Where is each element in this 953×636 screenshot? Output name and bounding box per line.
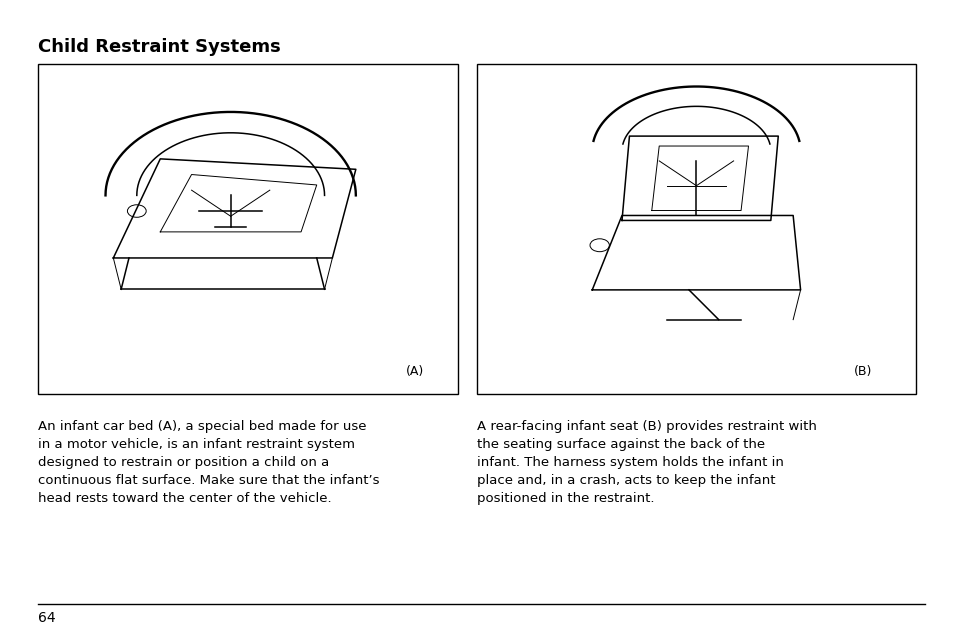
Text: Child Restraint Systems: Child Restraint Systems — [38, 38, 280, 56]
Text: An infant car bed (A), a special bed made for use
in a motor vehicle, is an infa: An infant car bed (A), a special bed mad… — [38, 420, 379, 505]
FancyBboxPatch shape — [476, 64, 915, 394]
Text: 64: 64 — [38, 611, 55, 625]
Text: A rear-facing infant seat (B) provides restraint with
the seating surface agains: A rear-facing infant seat (B) provides r… — [476, 420, 816, 505]
Text: (B): (B) — [853, 366, 871, 378]
Text: (A): (A) — [405, 366, 423, 378]
FancyBboxPatch shape — [38, 64, 457, 394]
